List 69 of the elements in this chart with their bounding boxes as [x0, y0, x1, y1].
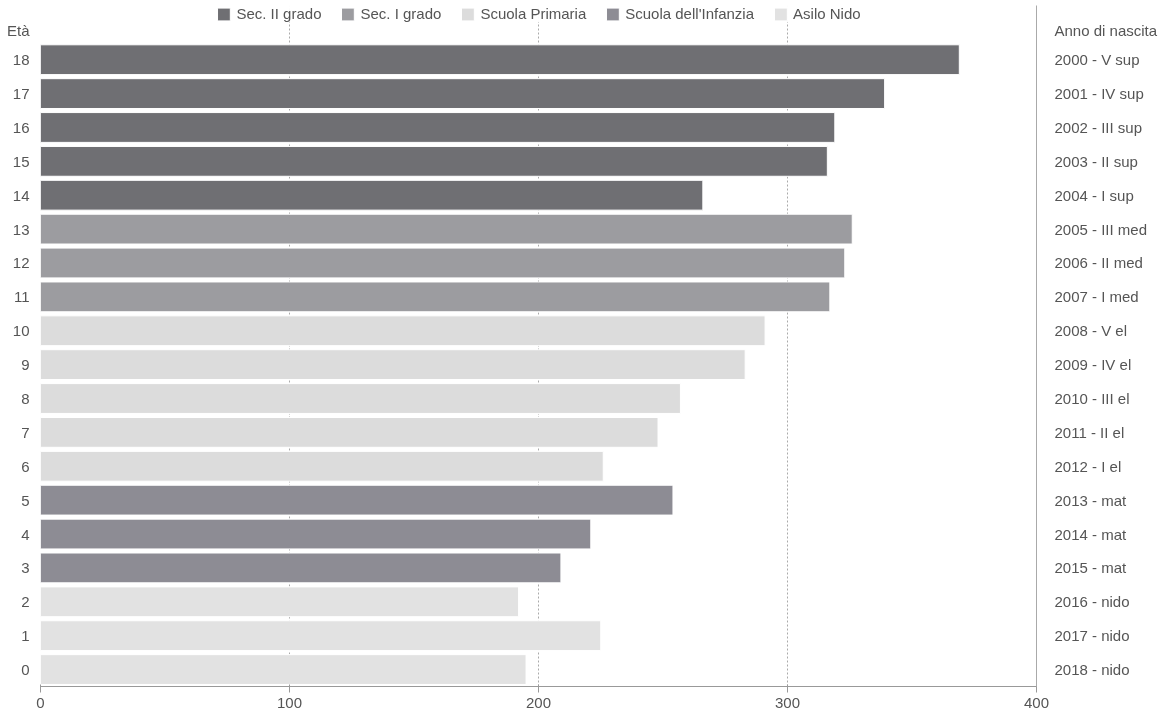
x-tick-label: 0	[36, 693, 45, 711]
y-axis-title: Età	[6, 22, 31, 40]
y2-axis-title: Anno di nascita	[1054, 22, 1158, 40]
bar	[40, 78, 886, 109]
x-tick-label: 100	[276, 693, 303, 711]
y-tick-label: 8	[21, 390, 30, 408]
bar	[40, 552, 562, 584]
text: 2015 - mat	[1054, 559, 1128, 577]
bar	[40, 44, 960, 76]
bar	[40, 484, 674, 516]
text: 2017 - nido	[1054, 627, 1130, 645]
bar	[40, 247, 846, 279]
y-tick-label: 18	[12, 51, 30, 69]
text: 2011 - II el	[1054, 423, 1125, 441]
bar	[40, 586, 520, 618]
legend-label: Scuola Primaria	[480, 5, 587, 22]
bar	[40, 179, 704, 211]
y-tick-label: 13	[12, 220, 30, 238]
text: 2008 - V el	[1054, 322, 1128, 340]
y-tick-label: 3	[21, 559, 30, 577]
x-tick-label: 200	[525, 693, 552, 711]
text: 2002 - III sup	[1054, 118, 1143, 136]
y-tick-label: 7	[21, 423, 30, 441]
bar	[40, 281, 831, 313]
text: 2005 - III med	[1054, 220, 1148, 238]
text: 2004 - I sup	[1054, 186, 1134, 204]
bar	[40, 112, 836, 143]
y-tick-label: 6	[21, 457, 30, 475]
text: 2010 - III el	[1054, 390, 1130, 408]
bar	[40, 620, 602, 652]
legend-label: Asilo Nido	[793, 5, 861, 22]
y-tick-label: 11	[13, 288, 30, 306]
y-tick-label: 2	[21, 593, 30, 611]
text: 2003 - II sup	[1054, 152, 1138, 170]
text: 2009 - IV el	[1054, 356, 1132, 374]
legend-label: Sec. I grado	[360, 5, 442, 22]
x-tick-label: 300	[774, 693, 801, 711]
y-tick-label: 5	[21, 491, 30, 509]
bar	[40, 450, 604, 482]
y-tick-label: 14	[12, 186, 30, 204]
text: 2000 - V sup	[1054, 51, 1140, 69]
bar	[40, 383, 681, 414]
text: 2012 - I el	[1054, 457, 1122, 475]
y-tick-label: 1	[21, 627, 30, 645]
bar	[40, 416, 659, 448]
text: 2013 - mat	[1054, 491, 1128, 509]
bar	[40, 518, 592, 550]
bar	[40, 654, 527, 685]
text: 2006 - II med	[1054, 254, 1143, 272]
legend-label: Sec. II grado	[236, 5, 322, 22]
y-tick-label: 10	[12, 322, 30, 340]
bar	[40, 315, 766, 347]
y-tick-label: 16	[12, 118, 30, 136]
legend-label: Scuola dell'Infanzia	[625, 5, 755, 22]
y-tick-label: 17	[12, 85, 30, 103]
text: 2007 - I med	[1054, 288, 1139, 306]
text: 2001 - IV sup	[1054, 85, 1144, 103]
y-tick-label: 0	[21, 661, 30, 679]
text: 2018 - nido	[1054, 661, 1130, 679]
y-tick-label: 4	[21, 525, 30, 543]
y-tick-label: 9	[21, 356, 30, 374]
bar	[40, 349, 746, 381]
bar	[40, 213, 853, 245]
y-tick-label: 12	[12, 254, 30, 272]
bar	[40, 145, 828, 177]
text: 2016 - nido	[1054, 593, 1130, 611]
y-tick-label: 15	[12, 152, 30, 170]
text: 2014 - mat	[1054, 525, 1128, 543]
x-tick-label: 400	[1023, 693, 1050, 711]
